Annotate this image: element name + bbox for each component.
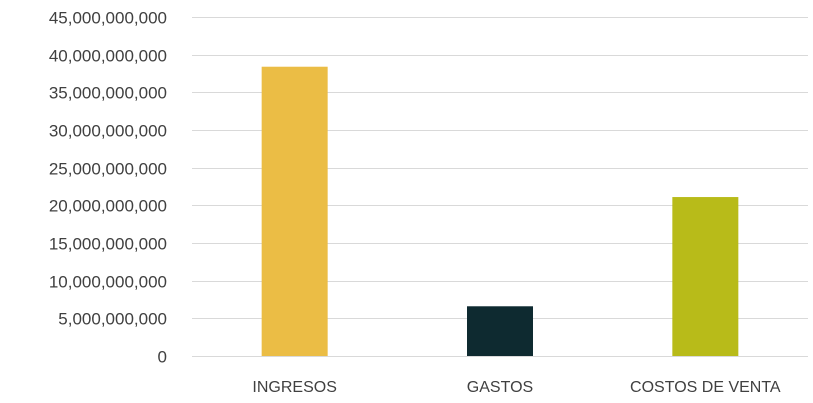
y-tick-label: 0	[158, 348, 167, 367]
y-tick-label: 20,000,000,000	[49, 197, 167, 216]
y-axis-tick-labels: 0 5,000,000,000 10,000,000,000 15,000,000,0…	[49, 9, 167, 367]
bar-ingresos	[261, 66, 328, 356]
x-axis-category-labels: INGRESOS GASTOS COSTOS DE VENTA	[252, 379, 781, 396]
y-tick-label: 15,000,000,000	[49, 235, 167, 254]
x-category-label: COSTOS DE VENTA	[630, 379, 781, 396]
x-category-label: GASTOS	[467, 379, 533, 396]
y-tick-label: 35,000,000,000	[49, 84, 167, 103]
y-tick-label: 10,000,000,000	[49, 273, 167, 292]
y-tick-label: 30,000,000,000	[49, 122, 167, 141]
y-tick-label: 25,000,000,000	[49, 160, 167, 179]
y-tick-label: 5,000,000,000	[58, 310, 167, 329]
bar-costos-de-venta	[672, 197, 739, 356]
x-category-label: INGRESOS	[252, 379, 336, 396]
bars	[261, 66, 739, 356]
y-tick-label: 40,000,000,000	[49, 47, 167, 66]
bar-gastos	[467, 306, 533, 356]
y-tick-label: 45,000,000,000	[49, 9, 167, 28]
